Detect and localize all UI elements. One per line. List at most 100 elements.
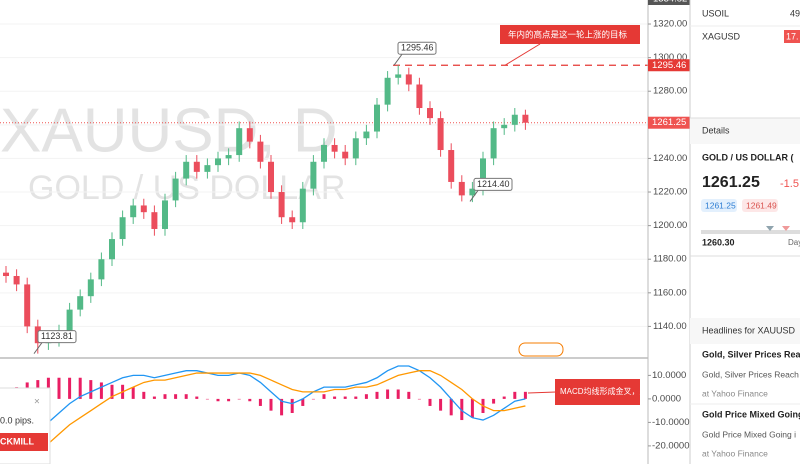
candle-body (119, 217, 126, 240)
histogram-bar (269, 398, 273, 411)
bid-badge (701, 199, 737, 212)
histogram-bar (89, 380, 93, 399)
y-tick-label: 1280.00 (653, 86, 687, 97)
price-change: -1.5 (780, 178, 799, 190)
histogram-bar (237, 398, 241, 400)
last-price: 1261.25 (702, 174, 760, 191)
candle-body (246, 128, 253, 142)
sidebar: USOIL 49 XAGUSD 17. Details GOLD / US DO… (689, 0, 800, 464)
candle-body (458, 181, 465, 196)
candle-body (172, 178, 179, 201)
details-header (690, 118, 800, 144)
candle-body (501, 124, 508, 129)
watch-symbol[interactable]: XAGUSD (702, 31, 741, 41)
popup: × 0.0 pips. CKMILL (0, 387, 51, 465)
candle-body (374, 104, 380, 132)
candle-body (448, 150, 455, 182)
watch-price: 17. (786, 31, 799, 41)
y-tick-label: -20.0000 (652, 440, 690, 451)
candle-body (162, 200, 168, 229)
headlines-header (690, 318, 800, 344)
histogram-bar (439, 398, 443, 411)
candle-body (278, 192, 285, 218)
y-tick-label: 1160.00 (653, 287, 687, 298)
price-axis-background (648, 0, 690, 464)
ask: 1261.49 (746, 200, 777, 210)
ask-badge (742, 199, 778, 212)
candle-body (331, 144, 338, 152)
y-tick-label: 1320.00 (653, 19, 687, 30)
candle-body (98, 259, 105, 280)
candle-body (342, 151, 349, 159)
indicator-badge (518, 342, 564, 357)
candle-body (490, 128, 497, 159)
level-pointer (469, 190, 479, 202)
histogram-bar (195, 396, 199, 399)
histogram-bar (131, 387, 135, 399)
callout-pointer (527, 391, 557, 394)
range-marker (766, 226, 774, 231)
histogram-bar (227, 398, 231, 402)
candle-body (77, 296, 84, 310)
popup-button[interactable] (0, 433, 48, 451)
headline-source: at Yahoo Finance (702, 448, 768, 458)
histogram-bar (142, 391, 146, 399)
histogram-bar (280, 398, 284, 416)
histogram-bar (152, 396, 156, 399)
candle-body (299, 188, 306, 223)
candle-body (352, 138, 359, 159)
bid: 1261.25 (705, 200, 736, 210)
popup-button-label: CKMILL (0, 436, 34, 446)
candle-body (13, 276, 20, 285)
histogram-bar (513, 391, 517, 399)
candle-body (395, 74, 402, 78)
candle-body (130, 205, 137, 218)
candle-body (427, 108, 433, 119)
histogram-bar (216, 398, 220, 402)
histogram-bar (460, 398, 464, 421)
candle-body (469, 188, 476, 196)
histogram-bar (428, 398, 432, 406)
histogram-bar (407, 391, 411, 399)
candle-body (66, 309, 73, 332)
candle-body (437, 118, 444, 151)
histogram-bar (322, 394, 326, 399)
callout-text: MACD均线形成金叉，处于看涨状态 (560, 386, 688, 396)
watch-symbol[interactable]: USOIL (702, 8, 729, 18)
y-tick-label: 1300.00 (653, 52, 687, 63)
popup-text: 0.0 pips. (0, 415, 34, 425)
y-tick-label: -10.0000 (652, 417, 690, 428)
candle-body (363, 131, 370, 139)
histogram-bar (174, 394, 178, 399)
histogram-bar (343, 396, 347, 399)
range-marker (782, 226, 790, 231)
level-label: 1295.46 (401, 43, 434, 53)
current-price-label: 1261.25 (652, 117, 686, 128)
histogram-bar (375, 391, 379, 399)
candle-body (225, 155, 232, 159)
price-badge (784, 30, 800, 43)
candle-body (236, 128, 243, 156)
histogram-bar (523, 391, 527, 399)
y-tick-label: 0.0000 (652, 393, 681, 404)
details-title: Details (702, 125, 730, 135)
candle-body (193, 161, 200, 172)
y-tick-label: 10.0000 (652, 370, 686, 381)
candle-body (310, 161, 317, 189)
top-label-bg (648, 0, 690, 5)
level-label-box (37, 330, 77, 344)
level-label: 1123.81 (41, 331, 73, 341)
candle-body (87, 279, 94, 297)
y-tick-label: 1240.00 (653, 153, 687, 164)
histogram-bar (205, 398, 209, 400)
candle-body (480, 158, 486, 189)
headline-title[interactable]: Gold Price Mixed Going (702, 409, 800, 419)
histogram-bar (364, 394, 368, 399)
axis-layer: 1320.001300.001280.001260.001240.001220.… (648, 0, 690, 451)
y-tick-label: 1180.00 (653, 254, 687, 265)
histogram-bar (470, 398, 474, 418)
headline-title[interactable]: Gold, Silver Prices Rea (702, 349, 800, 359)
chart-layer: 1295.46 1214.40 1123.81 年内的高点是这一轮上涨的目标 MACD均… (0, 23, 688, 466)
popup-close[interactable]: × (34, 397, 40, 408)
level-label: 1214.40 (477, 179, 510, 189)
